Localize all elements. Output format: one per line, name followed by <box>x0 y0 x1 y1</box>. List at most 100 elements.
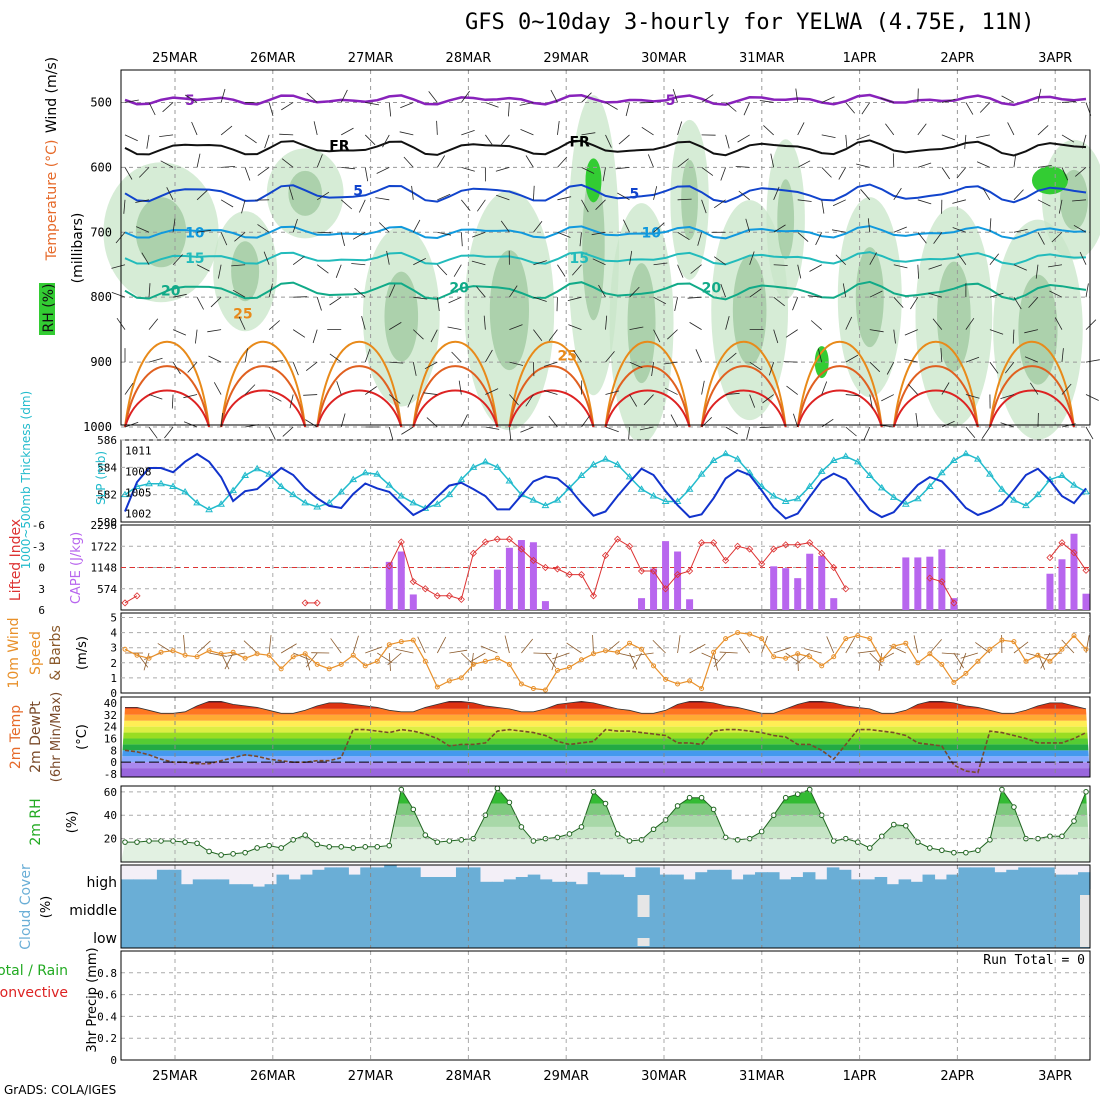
wind-barb <box>697 232 702 246</box>
contour-30 <box>796 365 883 428</box>
wind-barb <box>749 394 756 408</box>
high-cloud-bar <box>360 867 373 889</box>
wind-barb <box>860 189 871 201</box>
wind-tick: 3 <box>110 642 117 655</box>
thickness-point <box>229 486 237 494</box>
dewpoint-line <box>124 728 1087 774</box>
surface-wind-barb <box>388 652 391 671</box>
cape-bar <box>638 598 646 610</box>
li-line <box>929 577 955 604</box>
wind-speed-point <box>987 646 993 652</box>
wind-barb <box>893 329 896 344</box>
contour-label: 5 <box>353 184 363 200</box>
wind-barb <box>759 100 774 103</box>
temp-band <box>121 714 1090 721</box>
cape-bar <box>529 542 537 610</box>
surface-wind-barb <box>629 652 638 670</box>
wind-barb <box>1000 394 1015 399</box>
rh-point <box>903 822 909 829</box>
wind-barb <box>533 185 535 200</box>
thickness-point <box>301 498 310 506</box>
wind-barb <box>218 264 222 279</box>
ylabel-temp-unit: (°C) <box>75 724 90 750</box>
li-point <box>517 545 525 553</box>
wind-barb <box>533 296 547 302</box>
thickness-point <box>949 456 958 463</box>
wind-barb <box>171 394 174 409</box>
wind-tick: 0 <box>110 687 117 700</box>
high-cloud-bar <box>755 872 768 889</box>
wind-speed-point <box>530 685 536 691</box>
wind-barb <box>720 283 727 298</box>
temp-band <box>121 762 1090 769</box>
wind-barb <box>773 264 788 266</box>
wind-barb <box>773 329 779 344</box>
wind-barb <box>148 357 163 363</box>
rh-point <box>506 799 513 806</box>
thickness-point <box>853 457 862 465</box>
li-point <box>1070 549 1078 557</box>
mid-cloud-gap <box>637 895 650 917</box>
wind-barb <box>172 361 181 375</box>
li-point <box>505 535 513 543</box>
wind-barb <box>1013 189 1024 201</box>
wind-speed-point <box>302 651 308 657</box>
contour-25 <box>316 341 403 428</box>
rh-band <box>121 803 1090 816</box>
rh-point <box>963 849 969 856</box>
wind-barb <box>485 426 500 430</box>
wind-barb <box>845 316 853 330</box>
surface-wind-barb <box>929 639 942 654</box>
contour-25 <box>124 341 211 428</box>
wind-barb <box>509 285 518 298</box>
wind-barb <box>288 186 294 200</box>
surface-wind-barb <box>677 635 681 654</box>
wind-barb <box>437 231 452 236</box>
wind-barb <box>1072 199 1087 202</box>
temp-band <box>121 756 1090 763</box>
high-cloud-bar <box>192 879 206 889</box>
wind-barb <box>172 254 183 266</box>
wind-barb <box>268 426 276 440</box>
contour-label: 15 <box>185 251 204 267</box>
wind-barb <box>263 251 270 265</box>
cape-bar <box>830 598 838 610</box>
high-cloud-bar <box>719 869 732 889</box>
wind-barb <box>413 296 428 300</box>
surface-wind-barb <box>953 652 965 669</box>
wind-barb <box>861 102 871 115</box>
wind-barb <box>148 283 151 298</box>
thickness-point <box>337 487 346 495</box>
temp-band <box>121 732 1090 739</box>
thickness-point <box>349 475 358 483</box>
rh-point <box>518 824 525 830</box>
wind-barb <box>625 102 630 117</box>
wind-barb <box>316 264 329 274</box>
cape-bar <box>902 557 910 610</box>
contour-label: 25 <box>233 306 252 322</box>
contour-label: 25 <box>557 349 576 365</box>
wind-barb <box>437 264 448 276</box>
wind-barb <box>412 362 417 376</box>
rh-point <box>975 847 981 854</box>
wind-barb <box>701 94 714 103</box>
wind-barb <box>388 426 394 441</box>
high-cloud-bar <box>790 877 804 889</box>
date-label-top: 28MAR <box>446 51 492 66</box>
wind-barb <box>893 226 907 233</box>
high-cloud-bar <box>432 877 445 889</box>
li-point <box>397 538 405 546</box>
wind-speed-point <box>470 661 476 667</box>
high-cloud-bar <box>910 881 924 889</box>
wind-barb <box>268 283 273 298</box>
cape-bar <box>806 553 814 610</box>
high-cloud-bar <box>121 879 134 889</box>
thickness-point <box>865 471 874 479</box>
high-cloud-bar <box>527 874 541 889</box>
wind-barb <box>213 382 222 395</box>
wind-barb <box>461 90 470 103</box>
wind-barb <box>591 231 606 236</box>
wind-barb <box>1085 426 1094 440</box>
wind-barb <box>917 232 927 244</box>
contour-25 <box>796 341 883 428</box>
